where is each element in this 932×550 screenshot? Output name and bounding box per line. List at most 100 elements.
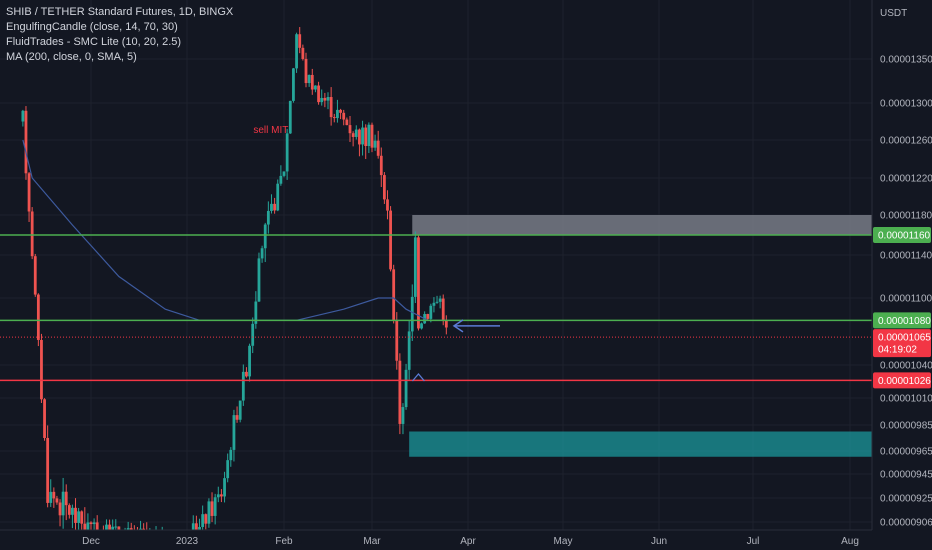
candle-body [407,331,411,370]
candle-body [207,501,211,524]
y-tick-label: 0.00001350 [880,55,932,66]
x-tick-label: Apr [460,536,476,547]
candle-body [413,237,417,297]
candle-body [238,400,242,420]
y-tick-label: 0.00001300 [880,99,932,110]
candle-body [336,109,339,119]
x-tick-label: Dec [82,536,100,547]
x-tick-label: Feb [275,536,293,547]
candle-body [426,314,430,319]
candle-body [444,320,448,328]
x-tick-label: 2023 [176,536,199,547]
candle-body [398,360,402,424]
candle-countdown: 04:19:02 [878,345,917,356]
candle-body [71,507,74,515]
candle-body [429,305,433,319]
candle-body [266,210,270,225]
sell-mit-annotation: sell MIT [253,125,288,136]
candle-body [317,85,320,103]
candle-body [24,110,28,174]
candle-body [254,301,258,324]
candle-body [64,491,68,506]
candle-body [282,171,286,176]
symbol-title[interactable]: SHIB / TETHER Standard Futures, 1D, BING… [6,6,234,18]
candle-body [260,248,264,259]
y-tick-label: 0.00000945 [880,470,932,481]
indicator-ma[interactable]: MA (200, close, 0, SMA, 5) [6,51,137,63]
y-tick-label: 0.00001010 [880,394,932,405]
candle-body [270,203,273,211]
candle-body [364,127,368,147]
candles [21,27,448,550]
candle-body [392,269,396,321]
candle-body [232,415,236,450]
x-tick-label: Aug [841,536,859,547]
candle-body [40,339,43,400]
candle-body [361,127,364,145]
y-tick-label: 0.00000965 [880,447,932,458]
candle-body [21,110,25,122]
candle-body [263,224,267,249]
candle-body [339,109,342,113]
indicator-fluidtrades[interactable]: FluidTrades - SMC Lite (10, 20, 2.5) [6,36,182,48]
candle-body [89,522,93,525]
candle-body [49,491,53,503]
candle-body [304,58,308,84]
candle-body [395,320,399,361]
price-line-badge-label: 0.00001026 [878,376,931,387]
candle-body [257,258,261,302]
candle-body [348,125,352,134]
candle-body [43,399,46,438]
candle-body [367,124,371,147]
candle-body [273,203,277,211]
candle-body [204,514,208,524]
candle-body [114,526,118,528]
candle-body [370,124,374,148]
demand-zone [409,431,872,457]
candle-body [329,97,333,118]
candle-body [285,133,289,172]
candle-body [220,494,223,497]
last-price-label: 0.00001065 [878,333,931,344]
candle-body [420,323,423,329]
y-tick-label: 0.00001220 [880,174,932,185]
price-line-badge [873,312,931,329]
time-axis[interactable] [0,530,932,550]
candle-body [382,175,386,200]
candle-body [52,491,56,499]
candle-body [61,491,65,516]
candle-body [314,85,317,90]
candle-body [191,523,195,534]
price-line-badge-label: 0.00001160 [878,231,931,242]
candle-body [241,371,245,401]
candle-body [276,183,280,211]
candle-body [67,505,71,515]
price-line-badge-label: 0.00001080 [878,316,931,327]
candle-body [320,97,324,103]
drawn-arrows [411,319,500,382]
candle-body [279,175,283,184]
candle-body [438,298,442,302]
candle-body [301,47,305,59]
candle-body [223,478,226,497]
candle-body [342,112,346,120]
candle-body [441,298,445,321]
candle-body [58,502,62,516]
y-tick-label: 0.00001260 [880,136,932,147]
indicator-engulfing[interactable]: EngulfingCandle (close, 14, 70, 30) [6,21,178,33]
price-axis[interactable] [872,0,932,550]
candle-body [288,100,292,134]
candle-body [30,211,34,257]
candle-body [386,199,389,211]
candle-body [74,507,77,523]
candle-body [326,97,330,101]
candle-body [435,301,439,303]
candle-body [77,511,81,523]
legend: SHIB / TETHER Standard Futures, 1D, BING… [6,5,233,65]
candle-body [307,74,311,84]
candle-body [86,522,90,534]
up-arrow-marker [411,373,425,382]
y-tick-label: 0.00001040 [880,361,932,372]
